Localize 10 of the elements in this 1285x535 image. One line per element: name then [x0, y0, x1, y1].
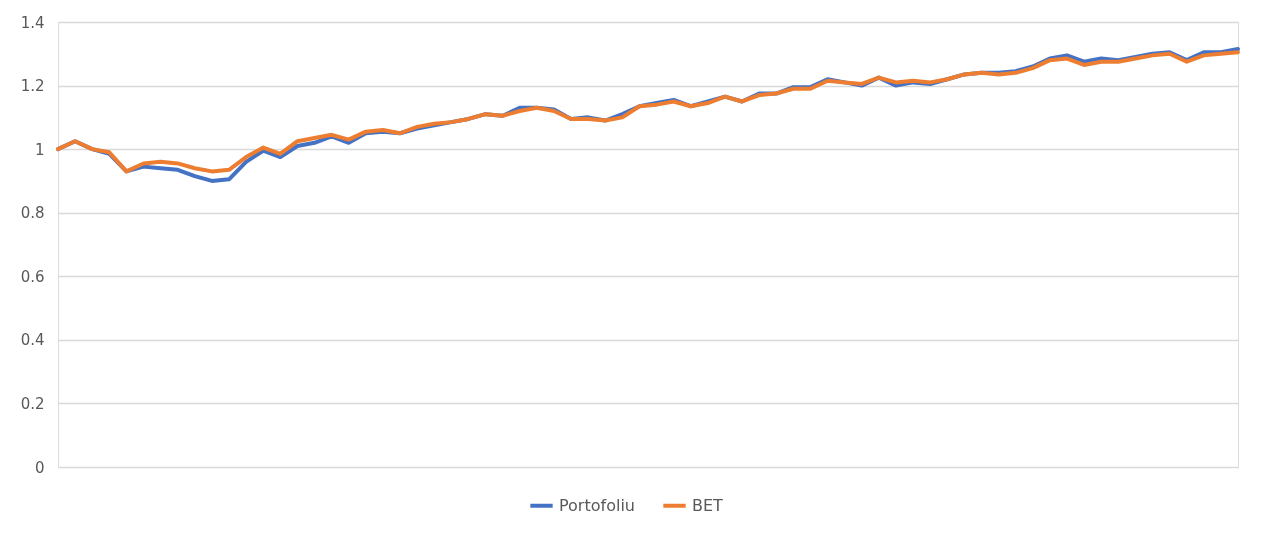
y-tick-label: 0.6: [20, 267, 45, 286]
legend-label: Portofoliu: [559, 495, 635, 515]
legend-label: BET: [692, 495, 724, 515]
y-tick-label: 0.8: [20, 204, 45, 223]
y-tick-label: 1.2: [20, 77, 45, 96]
y-tick-label: 0.2: [20, 394, 45, 413]
y-tick-label: 0: [34, 458, 45, 477]
y-tick-label: 0.4: [20, 331, 45, 350]
y-tick-label: 1: [34, 140, 45, 159]
y-tick-label: 1.4: [20, 13, 45, 32]
